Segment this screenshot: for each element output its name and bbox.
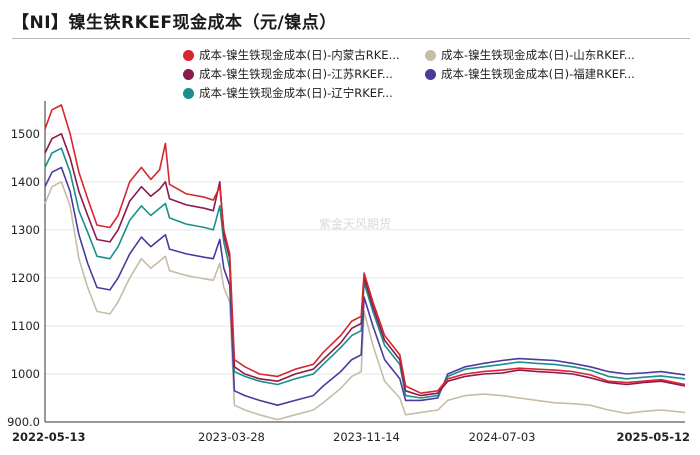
legend-item-liaoning[interactable]: 成本-镍生铁现金成本(日)-辽宁RKEF... — [183, 84, 393, 102]
x-tick-label: 2023-03-28 — [198, 430, 265, 444]
legend-marker-icon — [183, 68, 194, 80]
legend-item-neimenggu[interactable]: 成本-镍生铁现金成本(日)-内蒙古RKE... — [183, 46, 400, 64]
chart-header: 【NI】镍生铁RKEF现金成本（元/镍点） — [0, 0, 700, 40]
legend-marker-icon — [183, 49, 194, 61]
x-tick-label: 2024-07-03 — [469, 430, 536, 444]
y-tick-label: 900.0 — [7, 415, 40, 429]
x-tick-label: 2022-05-13 — [12, 430, 86, 444]
series-line-0 — [44, 104, 686, 394]
y-tick-label: 1100 — [11, 319, 40, 333]
series-line-3 — [44, 181, 686, 421]
series-line-4 — [44, 166, 686, 406]
legend-item-jiangsu[interactable]: 成本-镍生铁现金成本(日)-江苏RKEF... — [183, 65, 393, 83]
y-tick-label: 1500 — [11, 127, 40, 141]
series-line-1 — [44, 133, 686, 397]
legend-label: 成本-镍生铁现金成本(日)-江苏RKEF... — [199, 67, 393, 81]
legend-label: 成本-镍生铁现金成本(日)-福建RKEF... — [441, 67, 635, 81]
chart-title: 【NI】镍生铁RKEF现金成本（元/镍点） — [12, 13, 337, 33]
title-divider — [12, 38, 690, 39]
x-tick-label: 2025-05-12 — [616, 430, 690, 444]
legend-item-fujian[interactable]: 成本-镍生铁现金成本(日)-福建RKEF... — [425, 65, 635, 83]
y-tick-label: 1000 — [11, 367, 40, 381]
series-line-2 — [44, 147, 686, 399]
legend-label: 成本-镍生铁现金成本(日)-山东RKEF... — [441, 48, 635, 62]
x-tick-label: 2023-11-14 — [333, 430, 400, 444]
watermark-text: 紫金天风期货 — [319, 216, 391, 231]
legend-marker-icon — [425, 68, 436, 80]
legend-label: 成本-镍生铁现金成本(日)-内蒙古RKE... — [199, 48, 400, 62]
y-tick-label: 1200 — [11, 271, 40, 285]
legend-label: 成本-镍生铁现金成本(日)-辽宁RKEF... — [199, 86, 393, 100]
y-tick-label: 1300 — [11, 223, 40, 237]
legend-marker-icon — [183, 87, 194, 99]
legend-item-shandong[interactable]: 成本-镍生铁现金成本(日)-山东RKEF... — [425, 46, 635, 64]
legend-marker-icon — [425, 49, 436, 61]
y-tick-label: 1400 — [11, 175, 40, 189]
